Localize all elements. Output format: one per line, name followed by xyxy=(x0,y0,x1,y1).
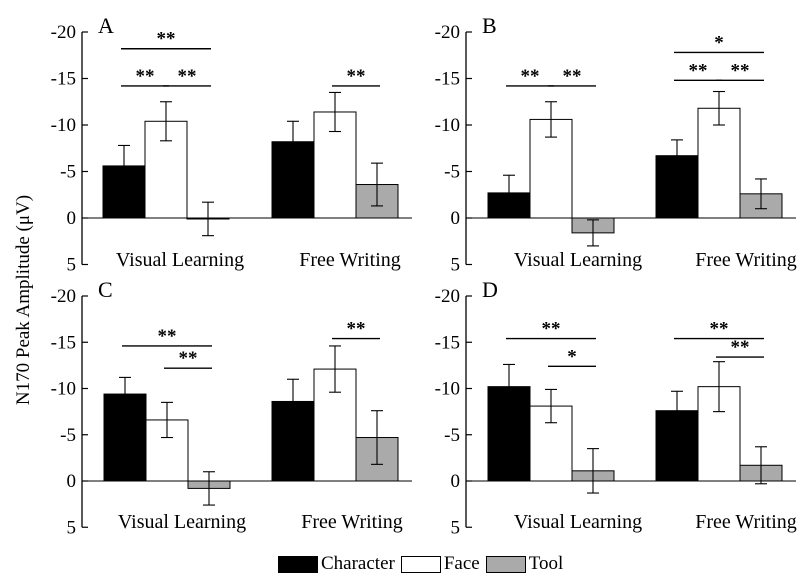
significance-label: ** xyxy=(178,66,197,87)
significance-label: ** xyxy=(158,326,177,347)
y-tick-label: -20 xyxy=(435,286,460,307)
y-tick-label: -10 xyxy=(435,379,460,400)
y-tick-label: 0 xyxy=(451,471,461,492)
y-tick-label: -15 xyxy=(435,69,460,90)
y-tick-label: 0 xyxy=(451,208,461,229)
significance-label: * xyxy=(567,346,577,367)
significance-label: ** xyxy=(347,66,366,87)
y-tick-label: -5 xyxy=(60,162,76,183)
panel-letter: B xyxy=(482,13,497,38)
panel-c: -20-15-10-505******Visual Learning Free W… xyxy=(51,277,412,538)
y-tick-label: -15 xyxy=(51,332,76,353)
y-tick-label: -15 xyxy=(435,332,460,353)
legend-item-character: Character xyxy=(278,553,395,575)
legend: Character Face Tool xyxy=(278,553,569,575)
panel-b: -20-15-10-505*** ** ** **Visual Learning Fre… xyxy=(435,13,797,276)
y-tick-label: -10 xyxy=(51,115,76,136)
legend-swatch-tool xyxy=(485,555,526,573)
y-tick-label: 0 xyxy=(67,471,77,492)
significance-label: ** xyxy=(563,66,582,87)
legend-label-face: Face xyxy=(443,553,480,574)
y-tick-label: 5 xyxy=(67,255,77,276)
significance-label: ** xyxy=(136,66,155,87)
bar-face xyxy=(697,107,741,219)
significance-label: ** xyxy=(689,60,708,81)
significance-label: * xyxy=(714,32,724,53)
panel-a: -20-15-10-505**** ** **Visual Learning Free… xyxy=(51,13,412,276)
legend-label-tool: Tool xyxy=(528,553,564,574)
category-label: Free Writing xyxy=(299,249,401,271)
legend-item-tool: Tool xyxy=(485,553,564,575)
y-tick-label: -20 xyxy=(51,286,76,307)
significance-label: ** xyxy=(521,66,540,87)
category-label: Visual Learning xyxy=(118,511,246,533)
panel-d: -20-15-10-505*******Visual Learning Free … xyxy=(435,277,797,538)
bar-face xyxy=(529,405,573,482)
y-axis-label: N170 Peak Amplitude (μV) xyxy=(13,195,34,405)
significance-label: ** xyxy=(542,319,561,340)
legend-swatch-face xyxy=(400,555,441,573)
significance-label: ** xyxy=(179,348,198,369)
legend-item-face: Face xyxy=(400,553,480,575)
category-label: Visual Learning xyxy=(514,511,642,533)
significance-label: ** xyxy=(157,29,176,50)
category-label: Free Writing xyxy=(695,249,797,271)
y-tick-label: 5 xyxy=(67,517,77,538)
significance-label: ** xyxy=(731,60,750,81)
y-tick-label: -20 xyxy=(435,22,460,43)
y-tick-label: 5 xyxy=(451,517,461,538)
legend-swatch-character xyxy=(278,555,318,573)
y-tick-label: -5 xyxy=(444,162,460,183)
y-tick-label: -10 xyxy=(51,379,76,400)
significance-label: ** xyxy=(731,337,750,358)
category-label: Visual Learning xyxy=(514,249,642,271)
y-tick-label: -5 xyxy=(60,425,76,446)
y-tick-label: 0 xyxy=(67,208,77,229)
y-tick-label: 5 xyxy=(451,255,461,276)
legend-label-character: Character xyxy=(321,553,395,574)
y-tick-label: -10 xyxy=(435,115,460,136)
y-tick-label: -15 xyxy=(51,69,76,90)
category-label: Free Writing xyxy=(695,511,797,533)
panel-letter: C xyxy=(98,277,113,302)
panel-letter: A xyxy=(98,13,114,38)
panel-letter: D xyxy=(482,277,498,302)
significance-label: ** xyxy=(710,319,729,340)
significance-label: ** xyxy=(347,319,366,340)
y-tick-label: -5 xyxy=(444,425,460,446)
category-label: Visual Learning xyxy=(116,249,244,271)
category-label: Free Writing xyxy=(301,511,403,533)
y-tick-label: -20 xyxy=(51,22,76,43)
